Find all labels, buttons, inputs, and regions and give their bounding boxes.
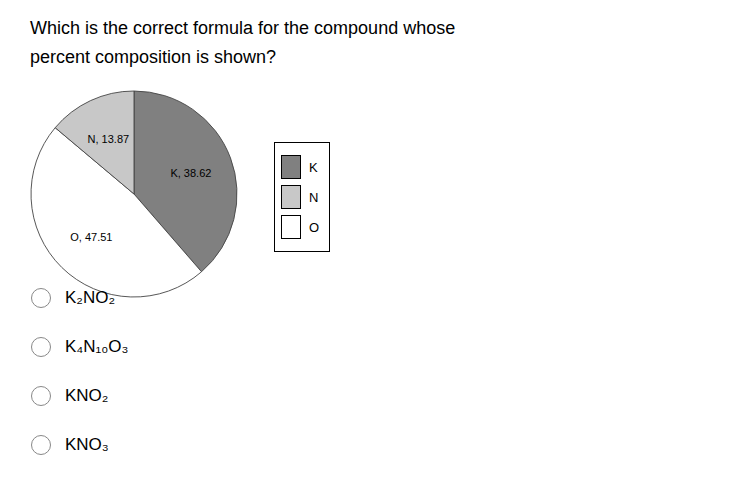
html-text:Which is the correct formula f: Which is the correct formula for the com… [30, 18, 456, 38]
svg-text:N, 13.87: N, 13.87 [88, 133, 130, 145]
html-text:K₂NO₂: K₂NO₂ [65, 288, 115, 307]
html-text:KNO₂: KNO₂ [65, 386, 109, 405]
html-text:percent composition is shown?: percent composition is shown? [30, 47, 277, 67]
svg-text:K, 38.62: K, 38.62 [170, 167, 211, 179]
html-text:N: N [309, 189, 319, 205]
html-text:K: K [309, 159, 318, 175]
html-text:K₄N₁₀O₃: K₄N₁₀O₃ [65, 337, 129, 356]
html-text:KNO₃: KNO₃ [65, 435, 109, 454]
html-text:O: O [309, 219, 320, 235]
svg-text:O, 47.51: O, 47.51 [70, 231, 112, 243]
